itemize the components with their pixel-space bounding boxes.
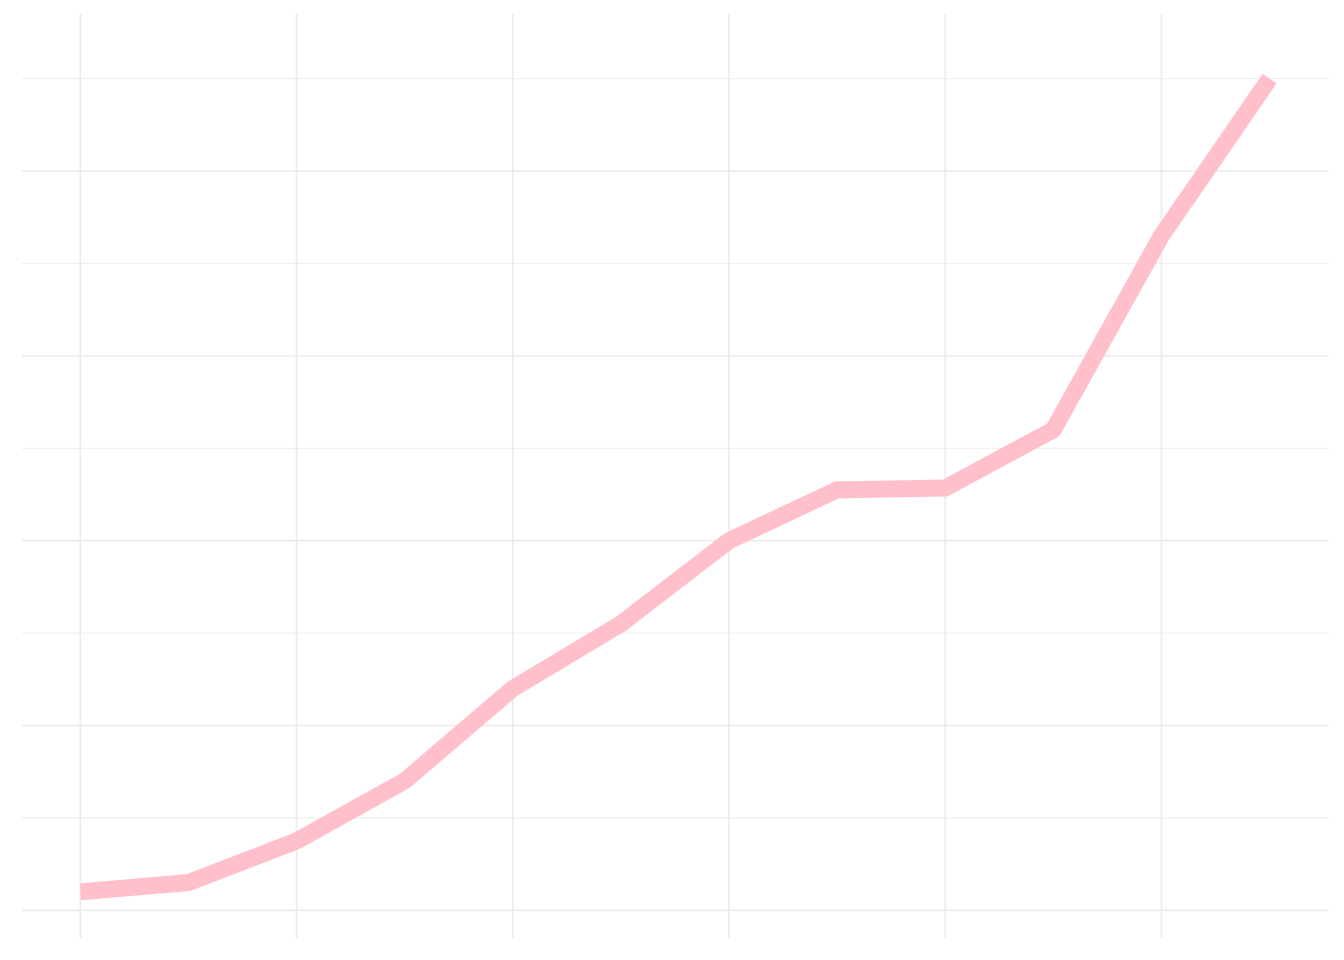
series-layer [79,73,1277,901]
series-line-0 [79,73,1277,901]
minor-gridlines [22,78,1329,819]
major-gridlines [22,14,1329,938]
